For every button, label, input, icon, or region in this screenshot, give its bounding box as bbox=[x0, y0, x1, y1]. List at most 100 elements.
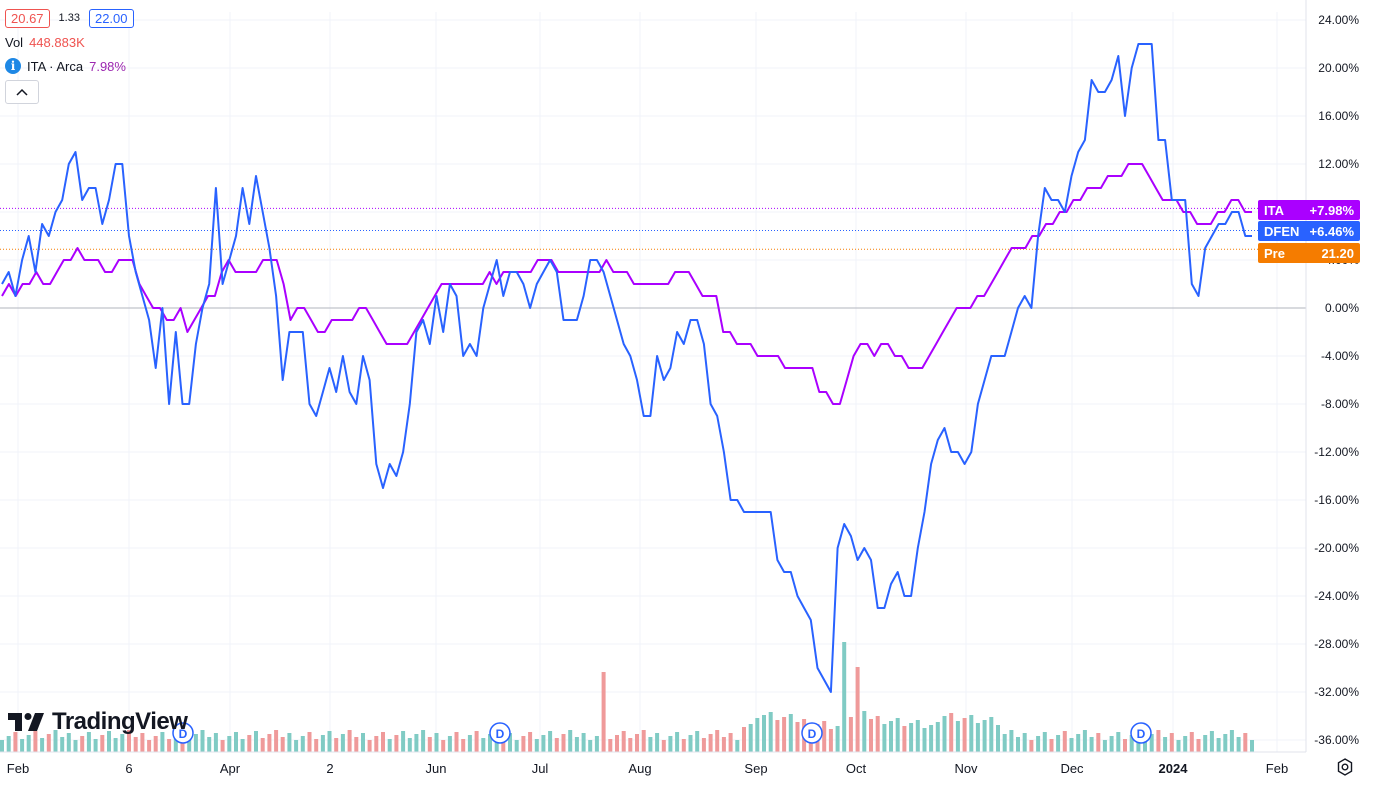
x-tick-label: Aug bbox=[628, 761, 651, 776]
volume-bar bbox=[347, 730, 352, 752]
volume-bar bbox=[414, 734, 419, 752]
volume-label: Vol bbox=[5, 34, 24, 50]
volume-bar bbox=[835, 726, 840, 752]
volume-bar bbox=[574, 737, 579, 752]
volume-bar bbox=[1076, 734, 1081, 752]
y-tick-label: 16.00% bbox=[1318, 109, 1359, 123]
series-line-dfen bbox=[1, 43, 1252, 693]
volume-bar bbox=[701, 738, 706, 752]
volume-bar bbox=[782, 717, 787, 752]
volume-bar bbox=[915, 720, 920, 752]
volume-bar bbox=[213, 733, 218, 752]
volume-bar bbox=[46, 734, 51, 752]
x-tick-label: Jun bbox=[426, 761, 447, 776]
y-tick-label: -20.00% bbox=[1314, 541, 1359, 555]
volume-bar bbox=[561, 734, 566, 752]
price-tag-value: +7.98% bbox=[1310, 203, 1355, 218]
x-tick-label: Jul bbox=[532, 761, 549, 776]
chart-grid bbox=[0, 12, 1306, 752]
volume-bar bbox=[1109, 736, 1114, 752]
volume-bar bbox=[528, 732, 533, 752]
volume-bar bbox=[227, 736, 232, 752]
volume-bar bbox=[254, 731, 258, 752]
volume-bar bbox=[334, 738, 339, 752]
volume-bar bbox=[955, 721, 960, 752]
volume-bar bbox=[153, 736, 158, 752]
volume-bar bbox=[100, 735, 105, 752]
volume-bar bbox=[1049, 739, 1054, 752]
volume-bar bbox=[848, 717, 853, 752]
price-tag-value: 21.20 bbox=[1321, 246, 1354, 261]
settings-gear-icon[interactable] bbox=[1335, 757, 1355, 777]
volume-bar bbox=[220, 740, 225, 752]
y-tick-label: -4.00% bbox=[1321, 349, 1359, 363]
volume-bar bbox=[768, 712, 773, 752]
tradingview-logo-icon bbox=[8, 713, 44, 731]
low-value-box[interactable]: 20.67 bbox=[5, 8, 50, 28]
volume-bar bbox=[1116, 732, 1121, 752]
y-tick-label: -8.00% bbox=[1321, 397, 1359, 411]
volume-bar bbox=[795, 722, 800, 752]
volume-bar bbox=[1062, 731, 1067, 752]
volume-bar bbox=[1089, 737, 1094, 752]
volume-bar bbox=[0, 740, 4, 752]
volume-bar bbox=[173, 735, 178, 752]
collapse-legend-button[interactable] bbox=[5, 80, 39, 104]
tradingview-logo-text: TradingView bbox=[52, 708, 188, 735]
volume-bar bbox=[501, 737, 506, 752]
volume-bar bbox=[320, 735, 325, 752]
info-icon[interactable]: i bbox=[5, 58, 21, 74]
volume-bar bbox=[60, 737, 65, 752]
dividend-marker-circle bbox=[801, 722, 823, 744]
volume-bar bbox=[635, 734, 639, 752]
spread-value: 1.33 bbox=[58, 12, 80, 24]
volume-bar bbox=[1102, 740, 1107, 752]
volume-bar bbox=[26, 735, 31, 752]
price-tag-name: Pre bbox=[1264, 246, 1285, 261]
gear-icon bbox=[1337, 758, 1353, 776]
volume-bar bbox=[1189, 732, 1194, 752]
volume-bar bbox=[1196, 739, 1201, 752]
volume-bar bbox=[675, 732, 680, 752]
volume-bar bbox=[862, 711, 867, 752]
volume-bar bbox=[467, 735, 472, 752]
volume-bar bbox=[581, 733, 586, 752]
volume-bar bbox=[929, 725, 934, 752]
price-tag-dfen: DFEN +6.46% bbox=[1258, 221, 1360, 241]
volume-bar bbox=[434, 733, 439, 752]
volume-bar bbox=[521, 736, 526, 752]
volume-bar bbox=[715, 730, 720, 752]
x-tick-label: Sep bbox=[744, 761, 767, 776]
volume-bar bbox=[53, 730, 58, 752]
volume-bar bbox=[234, 732, 238, 752]
volume-bar bbox=[260, 738, 265, 752]
volume-bar bbox=[40, 738, 45, 752]
volume-bar bbox=[668, 736, 673, 752]
high-value-box[interactable]: 22.00 bbox=[88, 8, 134, 28]
volume-bar bbox=[775, 720, 780, 752]
volume-bar bbox=[107, 731, 111, 752]
volume-bar bbox=[1143, 738, 1147, 752]
volume-bar bbox=[300, 736, 305, 752]
volume-bar bbox=[120, 734, 125, 752]
volume-bar bbox=[200, 730, 205, 752]
volume-bar bbox=[113, 738, 118, 752]
volume-bar bbox=[902, 726, 907, 752]
volume-bar bbox=[133, 737, 138, 752]
volume-bar bbox=[160, 732, 165, 752]
volume-bar bbox=[280, 737, 285, 752]
tradingview-logo[interactable]: TradingView bbox=[8, 708, 188, 736]
volume-bar bbox=[1209, 731, 1214, 752]
volume-bar bbox=[1229, 730, 1234, 752]
compare-symbol-label[interactable]: ITA · Arca bbox=[27, 58, 84, 74]
volume-bar bbox=[942, 716, 947, 752]
volume-bar bbox=[33, 731, 38, 752]
dividend-marker-label: D bbox=[179, 727, 188, 741]
volume-bar bbox=[641, 730, 646, 752]
volume-bar bbox=[401, 731, 406, 752]
series-line-ita bbox=[1, 163, 1252, 405]
volume-bar bbox=[374, 736, 379, 752]
volume-bar bbox=[889, 721, 893, 752]
y-tick-label: -12.00% bbox=[1314, 445, 1359, 459]
